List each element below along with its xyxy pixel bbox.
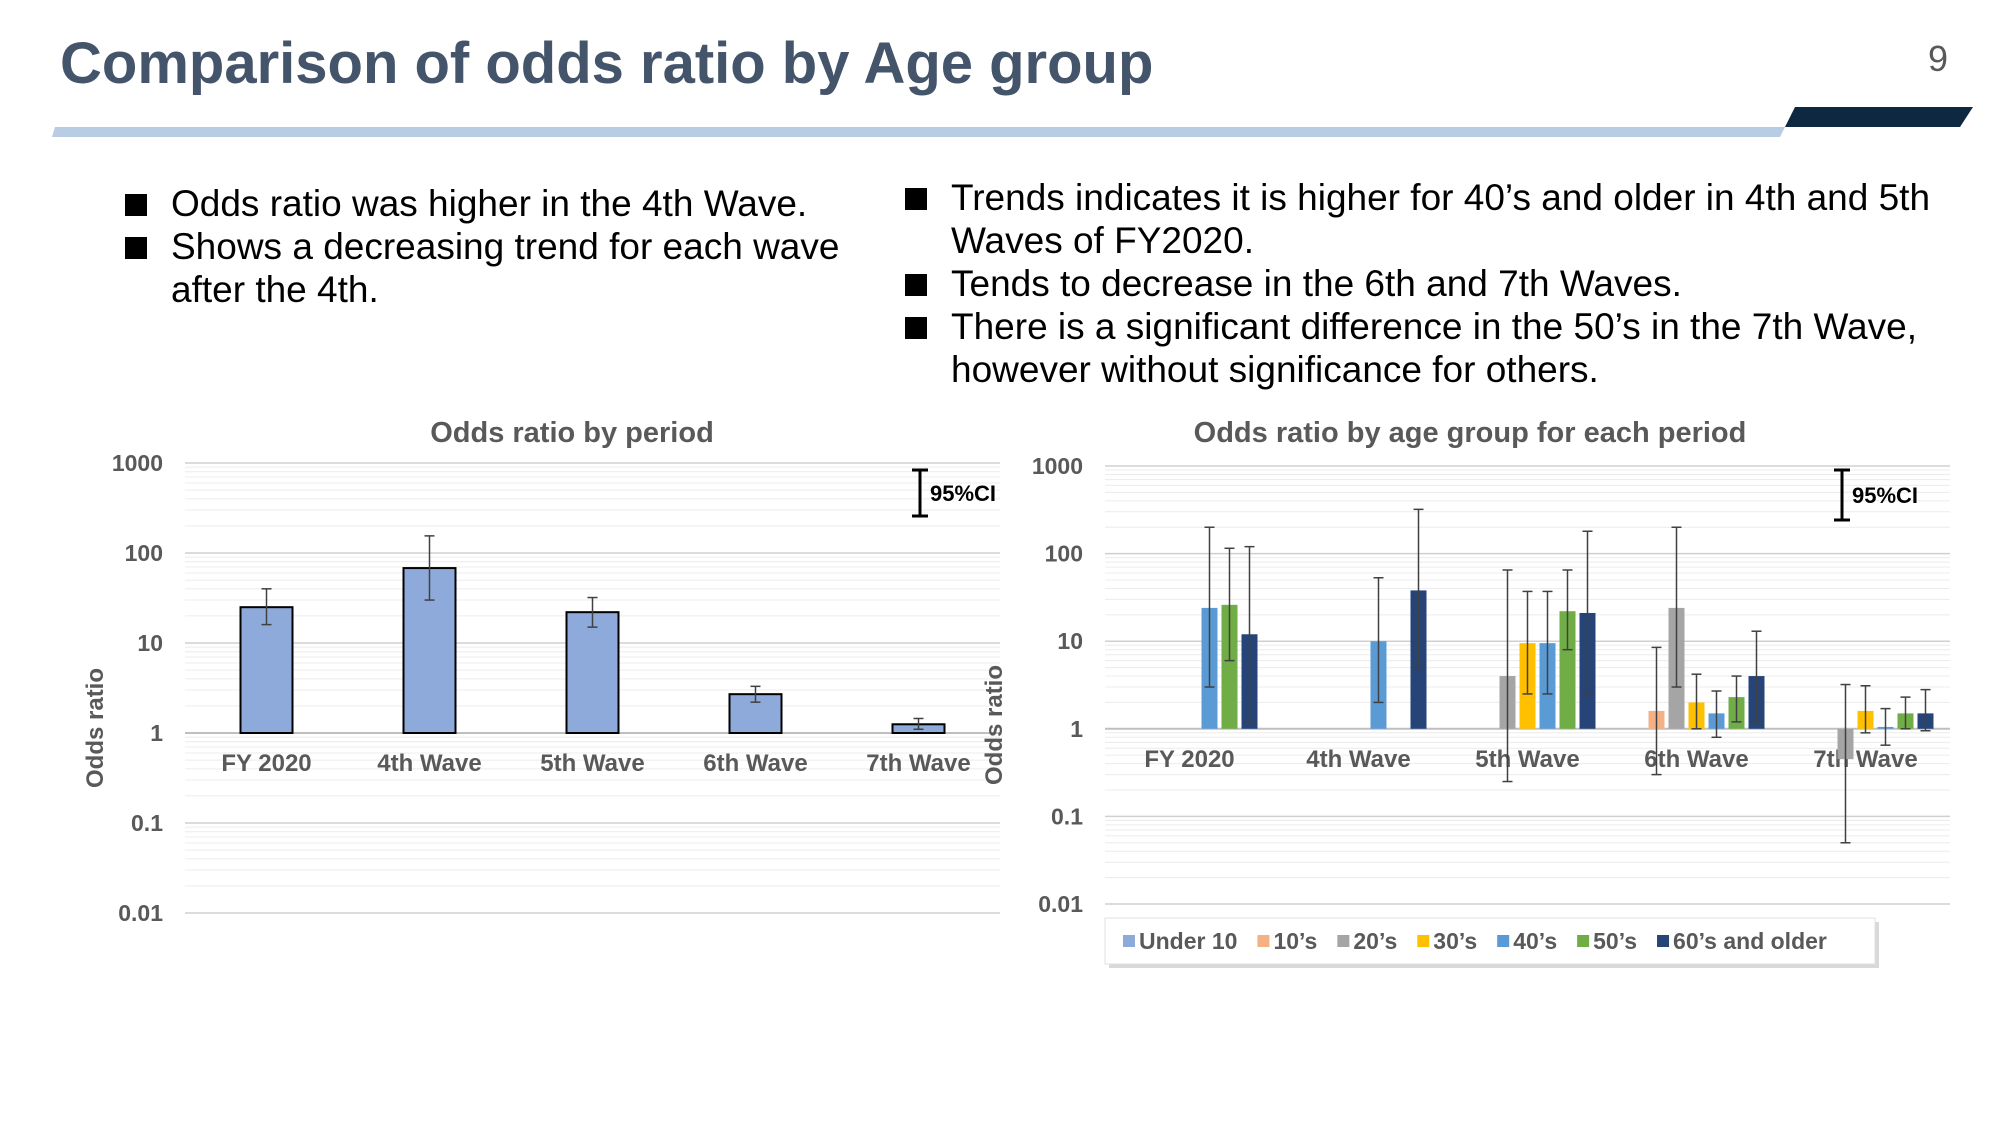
bullet-text: Odds ratio was higher in the 4th Wave. — [171, 183, 808, 224]
bullet-square-icon — [125, 237, 147, 259]
legend-swatch — [1577, 935, 1590, 947]
legend-label: 20’s — [1353, 928, 1397, 954]
x-tick-label: 5th Wave — [1475, 746, 1579, 773]
x-tick-label: 4th Wave — [1306, 746, 1410, 773]
y-tick-label: 10 — [137, 630, 163, 656]
page-title: Comparison of odds ratio by Age group — [60, 31, 1154, 96]
y-tick-label: 100 — [125, 540, 163, 566]
title-rule-accent — [1785, 107, 1973, 127]
page-number: 9 — [1927, 38, 1948, 79]
y-tick-label: 1000 — [1032, 453, 1083, 479]
bar — [239, 606, 294, 734]
bullet-text: Trends indicates it is higher for 40’s a… — [951, 177, 1931, 261]
bullet-item: Tends to decrease in the 6th and 7th Wav… — [905, 262, 1975, 305]
y-axis-label: Odds ratio — [981, 665, 1008, 785]
chart-odds-ratio-by-period: 0.01 0.1 1 10 100 1000 FY 2020 4th Wave 5th Wave… — [82, 417, 1000, 926]
legend-label: 40’s — [1513, 928, 1557, 954]
bullet-list-left: Odds ratio was higher in the 4th Wave. S… — [125, 182, 845, 311]
bar — [1221, 604, 1238, 729]
bullet-square-icon — [905, 317, 927, 339]
x-tick-label: 6th Wave — [703, 750, 807, 777]
bar — [565, 611, 620, 734]
y-tick-label: 100 — [1045, 541, 1083, 567]
ci-legend-label: 95%CI — [930, 481, 996, 506]
y-tick-label: 0.01 — [118, 900, 163, 926]
y-tick-label: 1 — [150, 720, 163, 746]
x-tick-label: 4th Wave — [377, 750, 481, 777]
x-tick-label: 5th Wave — [540, 750, 644, 777]
y-tick-label: 1000 — [112, 450, 163, 476]
y-tick-label: 0.01 — [1038, 891, 1083, 917]
bullet-item: Odds ratio was higher in the 4th Wave. — [125, 182, 845, 225]
title-underline — [52, 107, 1973, 137]
bullet-item: Trends indicates it is higher for 40’s a… — [905, 176, 1975, 262]
bullet-text: Shows a decreasing trend for each wave a… — [171, 226, 840, 310]
chart-title: Odds ratio by age group for each period — [1194, 417, 1747, 449]
x-tick-label: 6th Wave — [1644, 746, 1748, 773]
legend-label: 30’s — [1433, 928, 1477, 954]
bullet-list-right: Trends indicates it is higher for 40’s a… — [905, 176, 1975, 391]
legend-swatch — [1123, 935, 1135, 947]
legend-label: 10’s — [1273, 928, 1317, 954]
y-tick-label: 1 — [1070, 716, 1083, 742]
y-tick-label: 10 — [1057, 628, 1083, 654]
chart-odds-ratio-by-age-group: 0.01 0.1 1 10 100 1000 FY 2020 4th Wave 5th Wave… — [981, 417, 1950, 968]
bar — [1559, 611, 1576, 729]
bullet-square-icon — [905, 188, 927, 210]
legend-swatch — [1337, 935, 1350, 947]
ci-legend-label: 95%CI — [1852, 483, 1918, 508]
legend-box — [1104, 917, 1876, 965]
legend-swatch — [1497, 935, 1510, 947]
bullet-text: Tends to decrease in the 6th and 7th Wav… — [951, 263, 1682, 304]
legend-label: Under 10 — [1139, 928, 1237, 954]
title-rule-bar — [52, 127, 1785, 137]
x-tick-label: 7th Wave — [866, 750, 970, 777]
bullet-item: Shows a decreasing trend for each wave a… — [125, 225, 845, 311]
legend-swatch — [1257, 935, 1270, 947]
chart-title: Odds ratio by period — [430, 417, 714, 449]
legend-swatch — [1417, 935, 1430, 947]
bullet-square-icon — [125, 194, 147, 216]
bullet-item: There is a significant difference in the… — [905, 305, 1975, 391]
legend-label: 60’s and older — [1673, 928, 1827, 954]
x-tick-label: 7th Wave — [1813, 746, 1917, 773]
y-tick-label: 0.1 — [131, 810, 163, 836]
legend-label: 50’s — [1593, 928, 1637, 954]
y-tick-label: 0.1 — [1051, 803, 1083, 829]
y-axis-label: Odds ratio — [82, 668, 109, 788]
bullet-square-icon — [905, 274, 927, 296]
x-tick-label: FY 2020 — [221, 750, 311, 777]
x-tick-label: FY 2020 — [1144, 746, 1234, 773]
bullet-text: There is a significant difference in the… — [951, 306, 1917, 390]
legend-swatch — [1657, 935, 1670, 947]
